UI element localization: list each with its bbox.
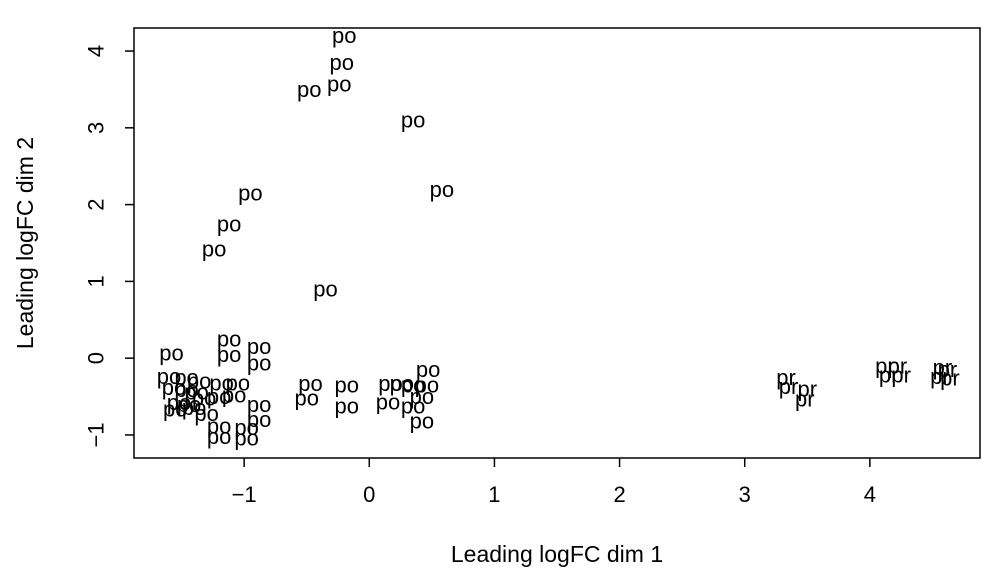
data-point-label: pr [879, 363, 899, 388]
data-point-label: po [207, 384, 231, 409]
data-point-label: po [247, 350, 271, 375]
data-point-label: po [401, 393, 425, 418]
data-point-label: pr [776, 365, 796, 390]
data-point-label: po [159, 340, 183, 365]
data-point-label: po [177, 392, 201, 417]
data-point-label: pr [933, 355, 953, 380]
data-point-label: po [184, 379, 208, 404]
y-axis: −1 0 1 2 3 4 [84, 45, 134, 448]
x-tick-label: 1 [488, 482, 500, 507]
data-point-label: po [313, 277, 337, 302]
x-tick-label: 2 [613, 482, 625, 507]
data-point-label: pr [940, 366, 960, 391]
data-point-label: po [378, 371, 402, 396]
data-point-label: po [294, 386, 318, 411]
data-point-label: po [401, 373, 425, 398]
plot-frame [133, 27, 981, 459]
data-point-label: po [163, 396, 187, 421]
data-point-label: pr [795, 386, 815, 411]
y-tick-label: 3 [84, 122, 109, 134]
data-point-label: po [416, 357, 440, 382]
data-point-label: pr [798, 376, 818, 401]
data-point-label: po [207, 424, 231, 449]
data-point-label: pr [930, 364, 950, 389]
x-axis-label: Leading logFC dim 1 [451, 541, 663, 567]
data-point-label: po [298, 371, 322, 396]
x-tick-label: −1 [232, 482, 257, 507]
x-tick-label: 4 [864, 482, 876, 507]
data-point-label: pr [888, 353, 908, 378]
data-point-label: po [247, 407, 271, 432]
data-point-label: po [247, 392, 271, 417]
data-point-label: po [202, 237, 226, 262]
data-point-label: po [327, 72, 351, 97]
data-point-label: po [376, 389, 400, 414]
data-point-label: po [174, 365, 198, 390]
x-axis: −1 0 1 2 3 4 [232, 458, 876, 507]
data-point-label: po [335, 373, 359, 398]
data-point-label: po [187, 369, 211, 394]
data-point-label: po [217, 211, 241, 236]
data-point-label: po [234, 415, 258, 440]
data-point-label: po [330, 50, 354, 75]
data-point-label: po [182, 395, 206, 420]
y-axis-label: Leading logFC dim 2 [12, 137, 38, 349]
data-point-label: po [234, 426, 258, 451]
data-point-label: po [332, 23, 356, 48]
data-point-label: po [207, 413, 231, 438]
data-point-label: po [401, 108, 425, 133]
data-point-label: po [410, 409, 434, 434]
y-tick-label: 0 [84, 352, 109, 364]
data-point-label: po [217, 342, 241, 367]
data-point-label: po [192, 386, 216, 411]
data-point-label: po [167, 390, 191, 415]
data-point-label: po [238, 181, 262, 206]
data-point-label: pr [891, 363, 911, 388]
y-tick-label: 4 [84, 45, 109, 57]
data-point-label: po [226, 370, 250, 395]
data-point-label: po [157, 364, 181, 389]
data-point-label: po [209, 370, 233, 395]
data-point-label: po [247, 334, 271, 359]
data-point-label: po [390, 371, 414, 396]
data-point-label: po [162, 375, 186, 400]
data-point-label: po [174, 377, 198, 402]
data-point-label: po [430, 177, 454, 202]
data-point-label: po [335, 393, 359, 418]
y-tick-label: −1 [84, 422, 109, 447]
data-point-label: po [415, 373, 439, 398]
x-tick-label: 0 [363, 482, 375, 507]
x-tick-label: 3 [739, 482, 751, 507]
data-point-label: po [217, 326, 241, 351]
y-tick-label: 2 [84, 198, 109, 210]
data-point-label: pr [875, 353, 895, 378]
data-point-label: po [222, 383, 246, 408]
y-tick-label: 1 [84, 275, 109, 287]
data-point-label: po [194, 401, 218, 426]
data-point-label: pr [938, 357, 958, 382]
data-point-label: pr [779, 374, 799, 399]
data-point-label: po [410, 384, 434, 409]
data-point-label: po [297, 77, 321, 102]
